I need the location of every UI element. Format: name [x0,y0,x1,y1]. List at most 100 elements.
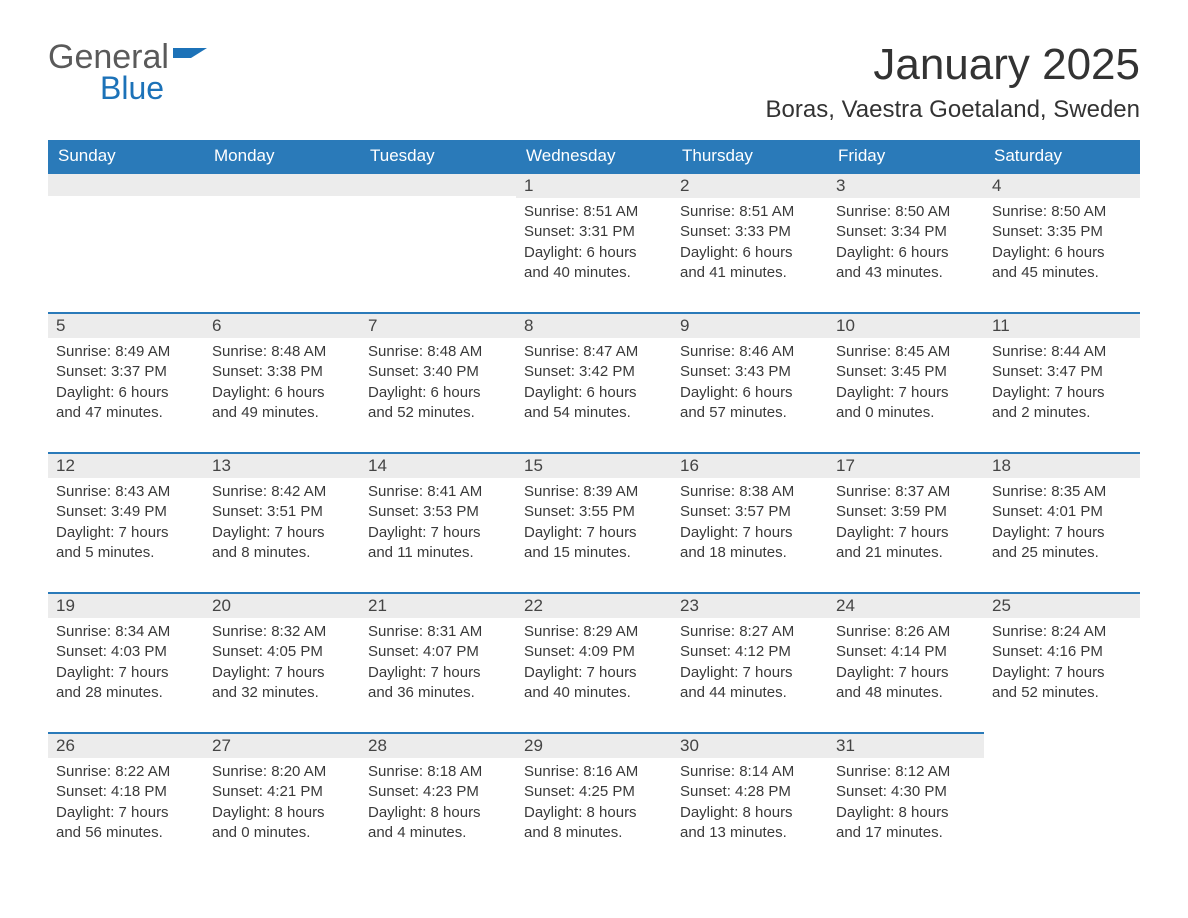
empty-day-bar [48,172,204,196]
calendar-cell: 9Sunrise: 8:46 AMSunset: 3:43 PMDaylight… [672,312,828,452]
day-sunset: Sunset: 4:23 PM [368,782,508,802]
day-content: Sunrise: 8:16 AMSunset: 4:25 PMDaylight:… [516,758,672,851]
day-daylight2: and 54 minutes. [524,403,664,423]
day-content: Sunrise: 8:42 AMSunset: 3:51 PMDaylight:… [204,478,360,571]
day-content: Sunrise: 8:38 AMSunset: 3:57 PMDaylight:… [672,478,828,571]
day-daylight2: and 17 minutes. [836,823,976,843]
calendar-cell: 24Sunrise: 8:26 AMSunset: 4:14 PMDayligh… [828,592,984,732]
day-number: 23 [672,592,828,618]
day-daylight1: Daylight: 8 hours [836,803,976,823]
day-sunset: Sunset: 4:01 PM [992,502,1132,522]
day-number: 25 [984,592,1140,618]
calendar-cell: 19Sunrise: 8:34 AMSunset: 4:03 PMDayligh… [48,592,204,732]
day-sunset: Sunset: 3:55 PM [524,502,664,522]
calendar-cell: 31Sunrise: 8:12 AMSunset: 4:30 PMDayligh… [828,732,984,872]
day-header: Sunday [48,140,204,172]
day-daylight1: Daylight: 6 hours [56,383,196,403]
day-daylight1: Daylight: 6 hours [524,383,664,403]
calendar-cell: 17Sunrise: 8:37 AMSunset: 3:59 PMDayligh… [828,452,984,592]
day-sunrise: Sunrise: 8:27 AM [680,622,820,642]
day-sunset: Sunset: 3:33 PM [680,222,820,242]
day-number: 19 [48,592,204,618]
day-daylight1: Daylight: 7 hours [680,523,820,543]
day-sunrise: Sunrise: 8:45 AM [836,342,976,362]
day-sunset: Sunset: 3:37 PM [56,362,196,382]
day-sunrise: Sunrise: 8:51 AM [524,202,664,222]
day-number: 6 [204,312,360,338]
day-sunrise: Sunrise: 8:48 AM [212,342,352,362]
day-content: Sunrise: 8:48 AMSunset: 3:38 PMDaylight:… [204,338,360,431]
day-sunset: Sunset: 3:51 PM [212,502,352,522]
day-sunrise: Sunrise: 8:50 AM [836,202,976,222]
day-sunset: Sunset: 3:53 PM [368,502,508,522]
calendar-cell: 12Sunrise: 8:43 AMSunset: 3:49 PMDayligh… [48,452,204,592]
logo: General Blue [48,40,207,107]
day-daylight1: Daylight: 7 hours [368,663,508,683]
day-number: 29 [516,732,672,758]
calendar-header-row: SundayMondayTuesdayWednesdayThursdayFrid… [48,140,1140,172]
day-content: Sunrise: 8:35 AMSunset: 4:01 PMDaylight:… [984,478,1140,571]
day-sunset: Sunset: 4:16 PM [992,642,1132,662]
calendar-week-row: 26Sunrise: 8:22 AMSunset: 4:18 PMDayligh… [48,732,1140,872]
day-content: Sunrise: 8:20 AMSunset: 4:21 PMDaylight:… [204,758,360,851]
day-content: Sunrise: 8:44 AMSunset: 3:47 PMDaylight:… [984,338,1140,431]
day-sunrise: Sunrise: 8:20 AM [212,762,352,782]
day-daylight1: Daylight: 7 hours [212,663,352,683]
day-sunset: Sunset: 3:40 PM [368,362,508,382]
day-content: Sunrise: 8:48 AMSunset: 3:40 PMDaylight:… [360,338,516,431]
day-daylight2: and 47 minutes. [56,403,196,423]
day-number: 20 [204,592,360,618]
day-sunset: Sunset: 4:30 PM [836,782,976,802]
day-daylight2: and 8 minutes. [524,823,664,843]
day-sunset: Sunset: 4:07 PM [368,642,508,662]
day-number: 17 [828,452,984,478]
logo-word-blue: Blue [100,70,207,107]
calendar-cell: 13Sunrise: 8:42 AMSunset: 3:51 PMDayligh… [204,452,360,592]
day-daylight1: Daylight: 7 hours [836,523,976,543]
day-sunrise: Sunrise: 8:43 AM [56,482,196,502]
day-daylight2: and 40 minutes. [524,263,664,283]
calendar-cell: 6Sunrise: 8:48 AMSunset: 3:38 PMDaylight… [204,312,360,452]
day-content: Sunrise: 8:24 AMSunset: 4:16 PMDaylight:… [984,618,1140,711]
day-daylight1: Daylight: 7 hours [524,663,664,683]
calendar-week-row: 12Sunrise: 8:43 AMSunset: 3:49 PMDayligh… [48,452,1140,592]
calendar-body: 1Sunrise: 8:51 AMSunset: 3:31 PMDaylight… [48,172,1140,872]
day-sunrise: Sunrise: 8:46 AM [680,342,820,362]
day-sunset: Sunset: 4:28 PM [680,782,820,802]
day-sunset: Sunset: 3:59 PM [836,502,976,522]
calendar-cell: 4Sunrise: 8:50 AMSunset: 3:35 PMDaylight… [984,172,1140,312]
day-sunset: Sunset: 3:34 PM [836,222,976,242]
day-content: Sunrise: 8:39 AMSunset: 3:55 PMDaylight:… [516,478,672,571]
day-content: Sunrise: 8:46 AMSunset: 3:43 PMDaylight:… [672,338,828,431]
day-content: Sunrise: 8:49 AMSunset: 3:37 PMDaylight:… [48,338,204,431]
day-daylight2: and 48 minutes. [836,683,976,703]
day-daylight1: Daylight: 6 hours [992,243,1132,263]
day-daylight2: and 8 minutes. [212,543,352,563]
day-daylight2: and 0 minutes. [836,403,976,423]
day-number: 2 [672,172,828,198]
day-daylight1: Daylight: 8 hours [524,803,664,823]
empty-day-bar [204,172,360,196]
day-daylight2: and 15 minutes. [524,543,664,563]
day-daylight1: Daylight: 7 hours [524,523,664,543]
calendar-cell: 18Sunrise: 8:35 AMSunset: 4:01 PMDayligh… [984,452,1140,592]
day-sunrise: Sunrise: 8:38 AM [680,482,820,502]
day-header: Friday [828,140,984,172]
empty-day-bar [360,172,516,196]
day-content: Sunrise: 8:45 AMSunset: 3:45 PMDaylight:… [828,338,984,431]
calendar-cell: 3Sunrise: 8:50 AMSunset: 3:34 PMDaylight… [828,172,984,312]
month-title: January 2025 [766,40,1140,90]
day-content: Sunrise: 8:29 AMSunset: 4:09 PMDaylight:… [516,618,672,711]
day-sunset: Sunset: 4:25 PM [524,782,664,802]
day-daylight2: and 57 minutes. [680,403,820,423]
calendar-cell: 10Sunrise: 8:45 AMSunset: 3:45 PMDayligh… [828,312,984,452]
day-header: Thursday [672,140,828,172]
day-content: Sunrise: 8:50 AMSunset: 3:35 PMDaylight:… [984,198,1140,291]
day-sunrise: Sunrise: 8:29 AM [524,622,664,642]
day-daylight2: and 21 minutes. [836,543,976,563]
day-number: 1 [516,172,672,198]
day-content: Sunrise: 8:43 AMSunset: 3:49 PMDaylight:… [48,478,204,571]
day-number: 4 [984,172,1140,198]
day-daylight1: Daylight: 6 hours [680,243,820,263]
day-sunset: Sunset: 3:35 PM [992,222,1132,242]
